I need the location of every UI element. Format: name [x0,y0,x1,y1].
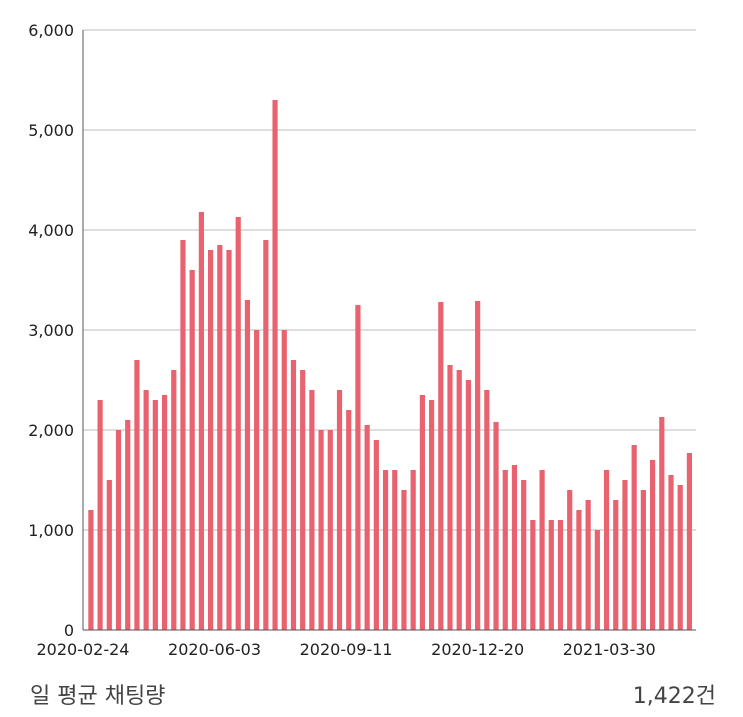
bar [465,380,472,630]
bar [161,395,168,630]
bar [355,305,361,630]
y-tick-label: 4,000 [28,221,74,240]
bar [511,465,518,630]
bar [364,425,370,630]
bar [640,490,646,630]
daily-chat-bar-chart: 0 1,000 2,000 3,000 4,000 5,000 6,000 2020-02-… [28,21,696,659]
bar [567,490,573,630]
bar [272,100,278,630]
y-tick-label: 6,000 [28,21,74,40]
bar [97,400,103,630]
bar [419,395,425,630]
x-tick-label: 2020-12-20 [431,640,524,659]
bar [235,217,241,630]
bar [392,470,398,630]
bar [603,470,610,630]
bar [180,240,186,630]
bar [594,530,600,630]
bar [502,470,508,630]
bar [115,430,122,630]
y-tick-labels: 0 1,000 2,000 3,000 4,000 5,000 6,000 [28,21,74,640]
y-tick-label: 3,000 [28,321,74,340]
bar [428,400,435,630]
bar [318,430,324,630]
bar [475,301,481,630]
chart-footer: 일 평균 채팅량 1,422건 [0,672,743,717]
bar [346,410,352,630]
bar [208,250,214,630]
bar [456,370,462,630]
x-tick-labels: 2020-02-24 2020-06-03 2020-09-11 2020-12-20… [37,640,656,659]
bar [309,390,315,630]
bar [134,360,140,630]
bar [438,302,444,630]
bar [493,422,499,630]
bar [300,370,306,630]
bar [263,240,269,630]
bar [622,480,628,630]
x-tick-label: 2020-06-03 [168,640,261,659]
bar [686,453,693,630]
bar [327,430,333,630]
bar [106,480,112,630]
bar [613,500,619,630]
y-tick-label: 2,000 [28,421,74,440]
y-tick-label: 0 [64,621,74,640]
bar [189,270,195,630]
bar [290,360,297,630]
bar [373,440,379,630]
bar [198,212,204,630]
bar [152,400,158,630]
bar [659,417,665,630]
bar [382,470,389,630]
x-tick-label: 2020-09-11 [300,640,393,659]
bar [530,520,536,630]
bars [88,100,693,630]
bar [125,420,131,630]
bar [336,390,343,630]
x-tick-label: 2020-02-24 [37,640,130,659]
bar [557,520,564,630]
bar [217,245,223,630]
bar [226,250,232,630]
bar [281,330,287,630]
bar [631,445,637,630]
footer-label: 일 평균 채팅량 [30,684,166,709]
bar [254,330,260,630]
bar [447,365,453,630]
bar [410,470,416,630]
x-tick-label: 2021-03-30 [563,640,656,659]
bar [649,460,656,630]
bar [88,510,94,630]
bar [401,490,407,630]
bar [576,510,582,630]
bar [585,500,591,630]
bar [244,300,251,630]
footer-value: 1,422건 [632,684,716,709]
bar [171,370,177,630]
bar [539,470,545,630]
bar [677,485,683,630]
bar [521,480,527,630]
y-tick-label: 5,000 [28,121,74,140]
y-tick-label: 1,000 [28,521,74,540]
bar [143,390,149,630]
bar [668,475,674,630]
bar [484,390,490,630]
bar [548,520,554,630]
